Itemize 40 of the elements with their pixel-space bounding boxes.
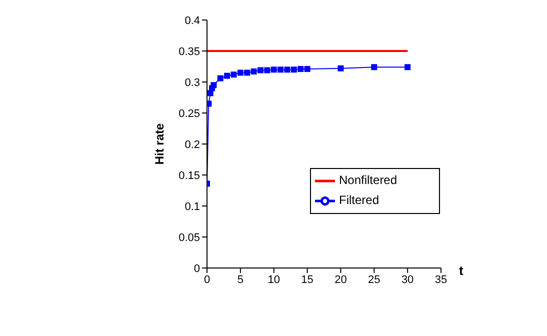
point [237,70,244,76]
point [270,66,277,73]
point [207,100,212,107]
x-tick-label: 25 [368,274,380,286]
point [304,66,310,72]
x-tick-label: 5 [237,274,244,286]
x-tick-label: 30 [401,274,414,286]
x-tick-label: 10 [268,274,280,286]
y-tick-label: 0.25 [178,108,200,120]
y-tick-label: 0.15 [178,170,200,182]
x-axis-title: t [459,263,464,278]
y-axis-title: Hit rate [152,123,166,165]
legend-label: Nonfiltered [339,173,398,188]
x-tick-label: 20 [334,274,347,286]
point [217,75,224,82]
point [338,65,344,72]
y-tick-label: 0.05 [178,232,200,244]
point [284,66,290,73]
point [290,66,297,73]
legend-label: Filtered [339,193,380,208]
y-tick-label: 0 [194,262,200,275]
x-tick-label: 15 [301,274,314,286]
point [371,64,378,70]
point [298,66,304,72]
y-tick-label: 0.2 [184,138,200,151]
point [257,67,264,74]
point [264,67,270,74]
y-tick-label: 0.35 [178,46,200,58]
y-tick-label: 0.3 [184,76,200,89]
point [244,70,250,76]
point [250,68,257,74]
y-tick-label: 0.4 [184,14,200,27]
point [210,82,217,88]
point [404,64,411,70]
point [224,72,230,79]
y-tick-label: 0.1 [184,200,200,213]
x-tick-label: 0 [204,274,210,286]
point [230,72,237,78]
point [278,66,284,73]
x-tick-label: 35 [434,274,448,286]
